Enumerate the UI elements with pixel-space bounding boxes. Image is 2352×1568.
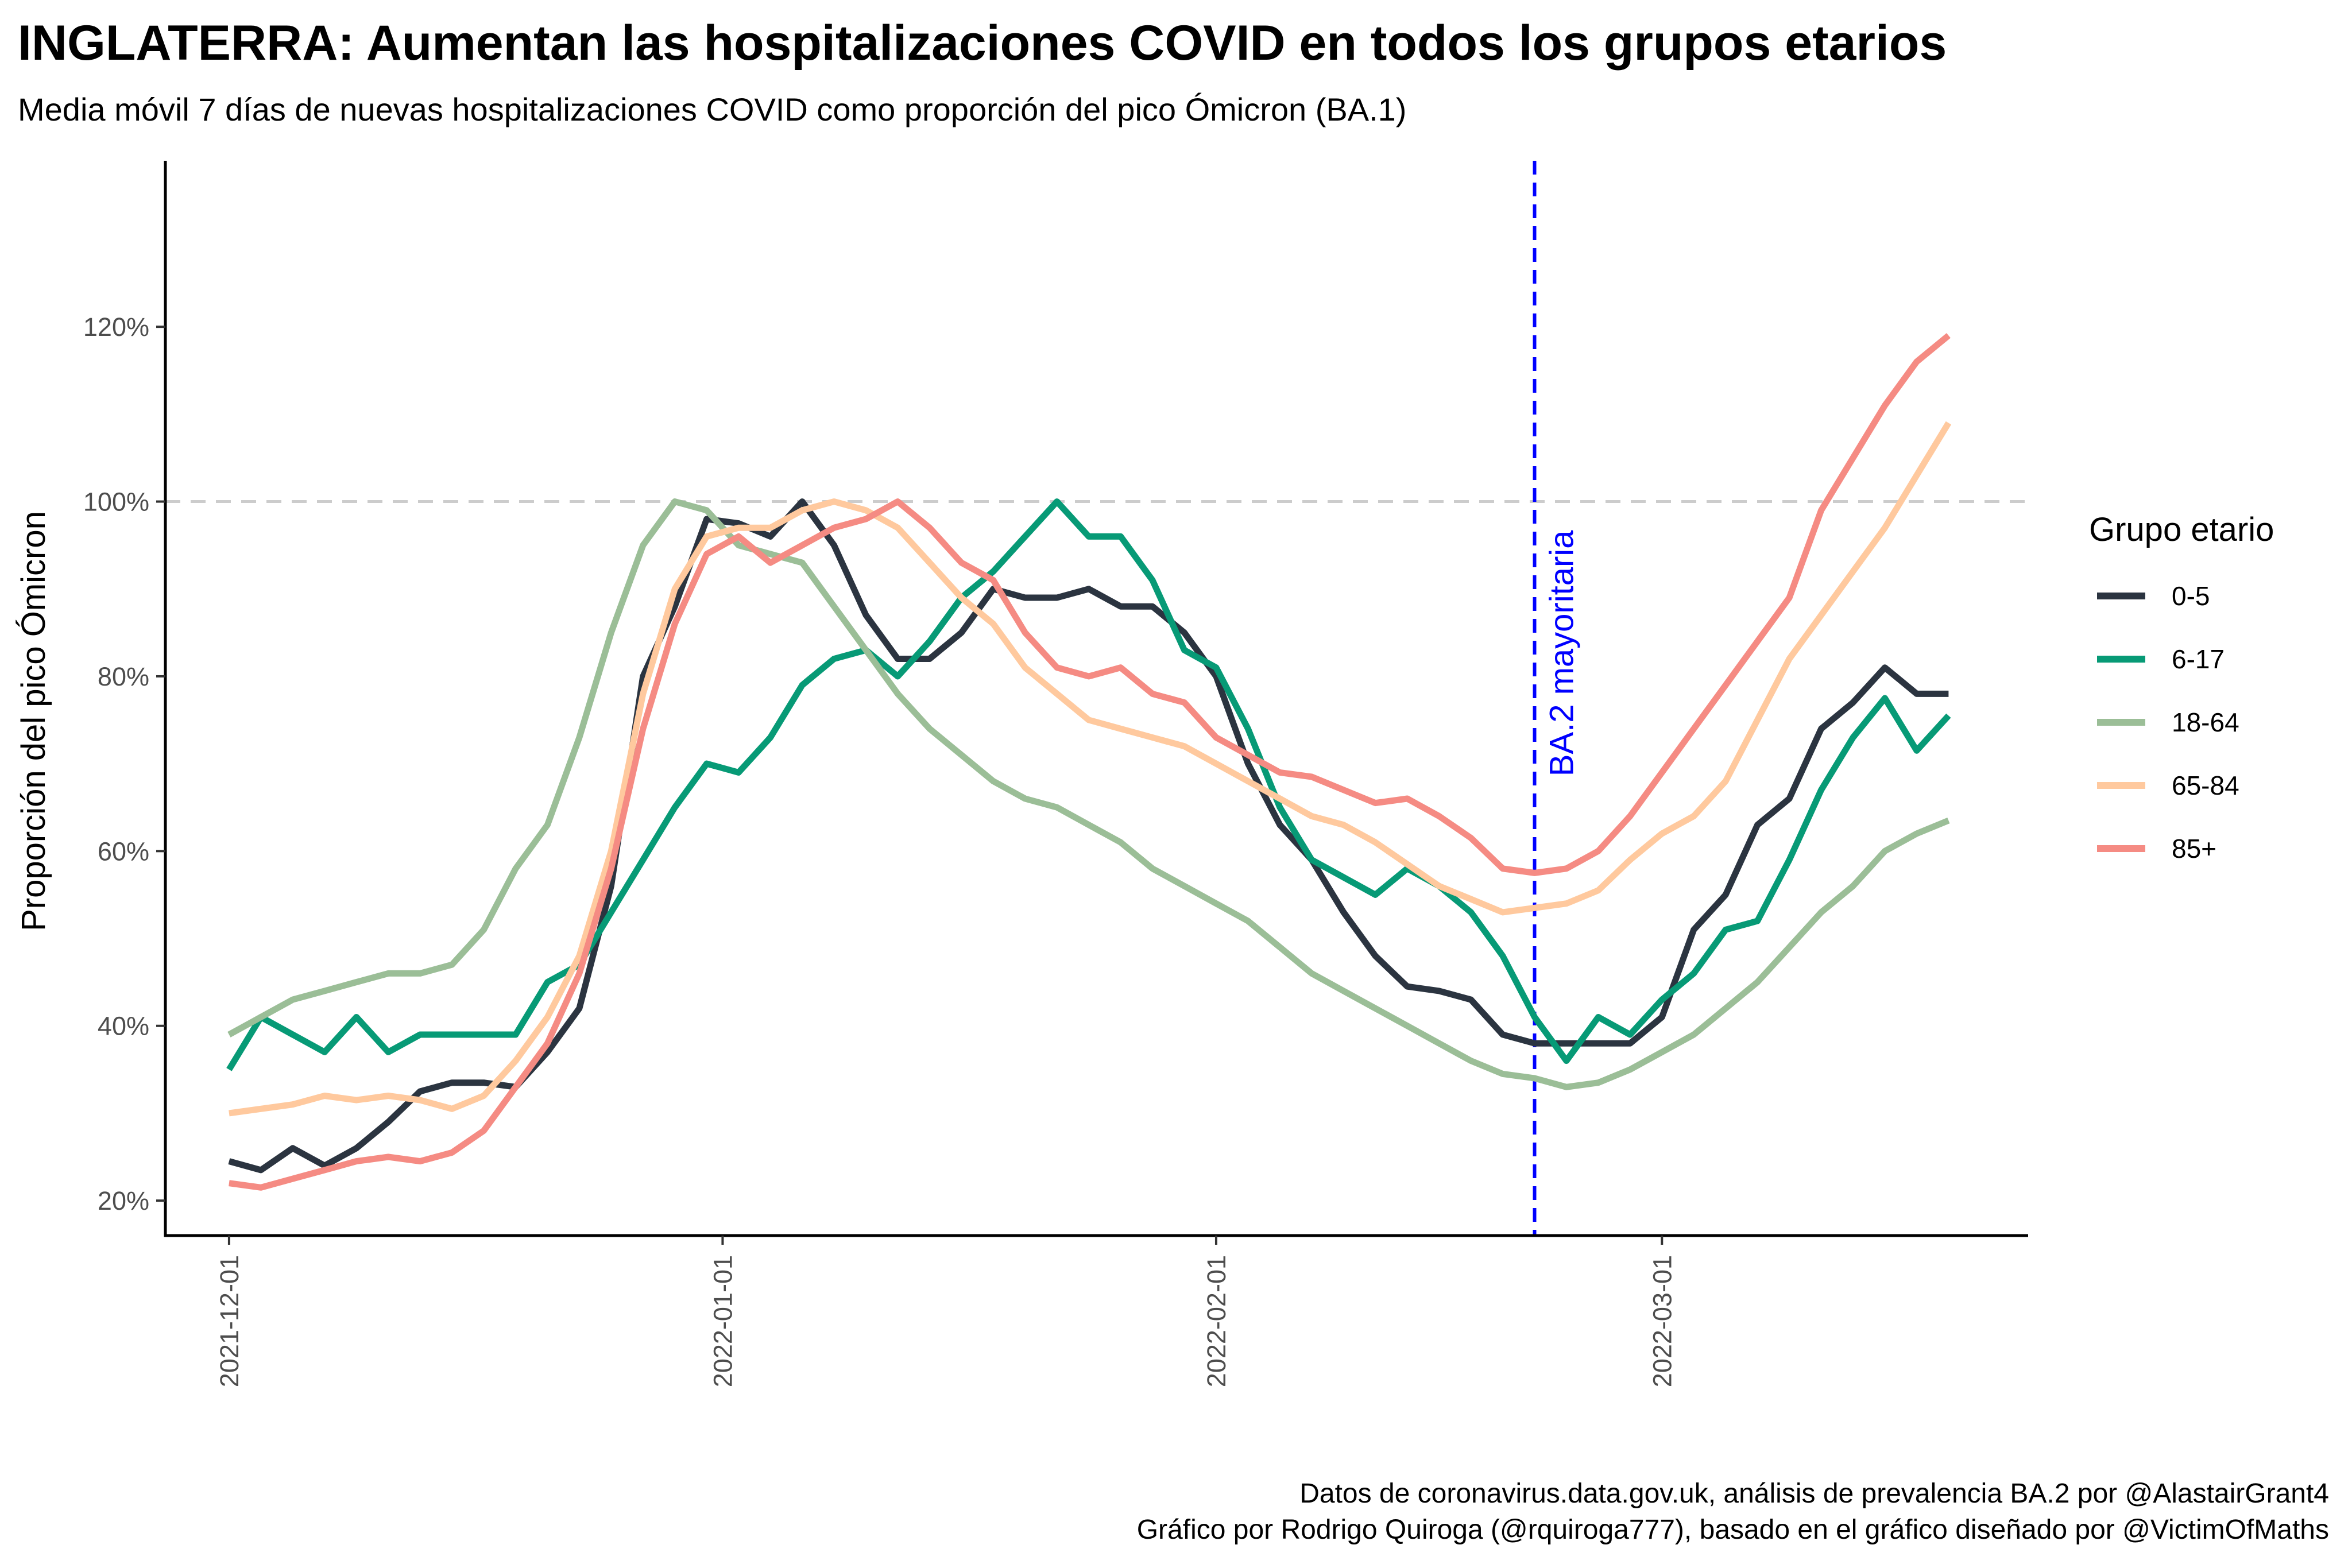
legend-label-85+: 85+ <box>2172 834 2216 864</box>
x-tick-label: 2021-12-01 <box>215 1255 244 1387</box>
x-tick-label: 2022-01-01 <box>708 1255 737 1387</box>
chart-caption: Datos de coronavirus.data.gov.uk, anális… <box>1137 1476 2329 1548</box>
caption-line-2: Gráfico por Rodrigo Quiroga (@rquiroga77… <box>1136 1515 2329 1546</box>
series-line-85+ <box>229 333 1951 1191</box>
chart-title: INGLATERRA: Aumentan las hospitalizacion… <box>18 16 1947 71</box>
legend-label-0-5: 0-5 <box>2172 581 2210 611</box>
series-line-0-5 <box>228 498 1949 1174</box>
ba2-dominant-label: BA.2 mayoritaria <box>1543 530 1580 776</box>
axes-group <box>164 161 2028 1237</box>
series-line-18-64 <box>227 498 1950 1090</box>
y-tick-label: 60% <box>98 837 149 866</box>
series-lines-group <box>226 333 1952 1191</box>
annotation-vline-group: BA.2 mayoritaria <box>1533 161 1580 1236</box>
y-tick-label: 40% <box>98 1012 149 1041</box>
chart-subtitle: Media móvil 7 días de nuevas hospitaliza… <box>18 91 1407 127</box>
caption-line-1: Datos de coronavirus.data.gov.uk, anális… <box>1299 1478 2329 1509</box>
x-tick-label: 2022-02-01 <box>1202 1255 1231 1387</box>
x-tick-label: 2022-03-01 <box>1647 1255 1677 1387</box>
ticks-group: 20% 40% 60% 80% 100% 120% 2021-12-01 2022-01-01… <box>15 312 1677 1387</box>
series-line-6-17 <box>226 498 1951 1071</box>
y-tick-label: 80% <box>98 662 149 691</box>
legend-label-18-64: 18-64 <box>2172 707 2239 737</box>
legend-label-6-17: 6-17 <box>2172 644 2225 674</box>
legend: Grupo etario 0-5 6-17 18-64 65-84 85+ <box>2089 511 2274 864</box>
y-tick-label: 120% <box>83 312 149 342</box>
y-axis-title: Proporción del pico Ómicron <box>15 511 52 931</box>
legend-title: Grupo etario <box>2089 511 2274 548</box>
y-tick-label: 20% <box>98 1186 149 1215</box>
legend-label-65-84: 65-84 <box>2172 771 2239 800</box>
y-tick-label: 100% <box>83 487 149 517</box>
series-line-65-84 <box>229 421 1952 1117</box>
